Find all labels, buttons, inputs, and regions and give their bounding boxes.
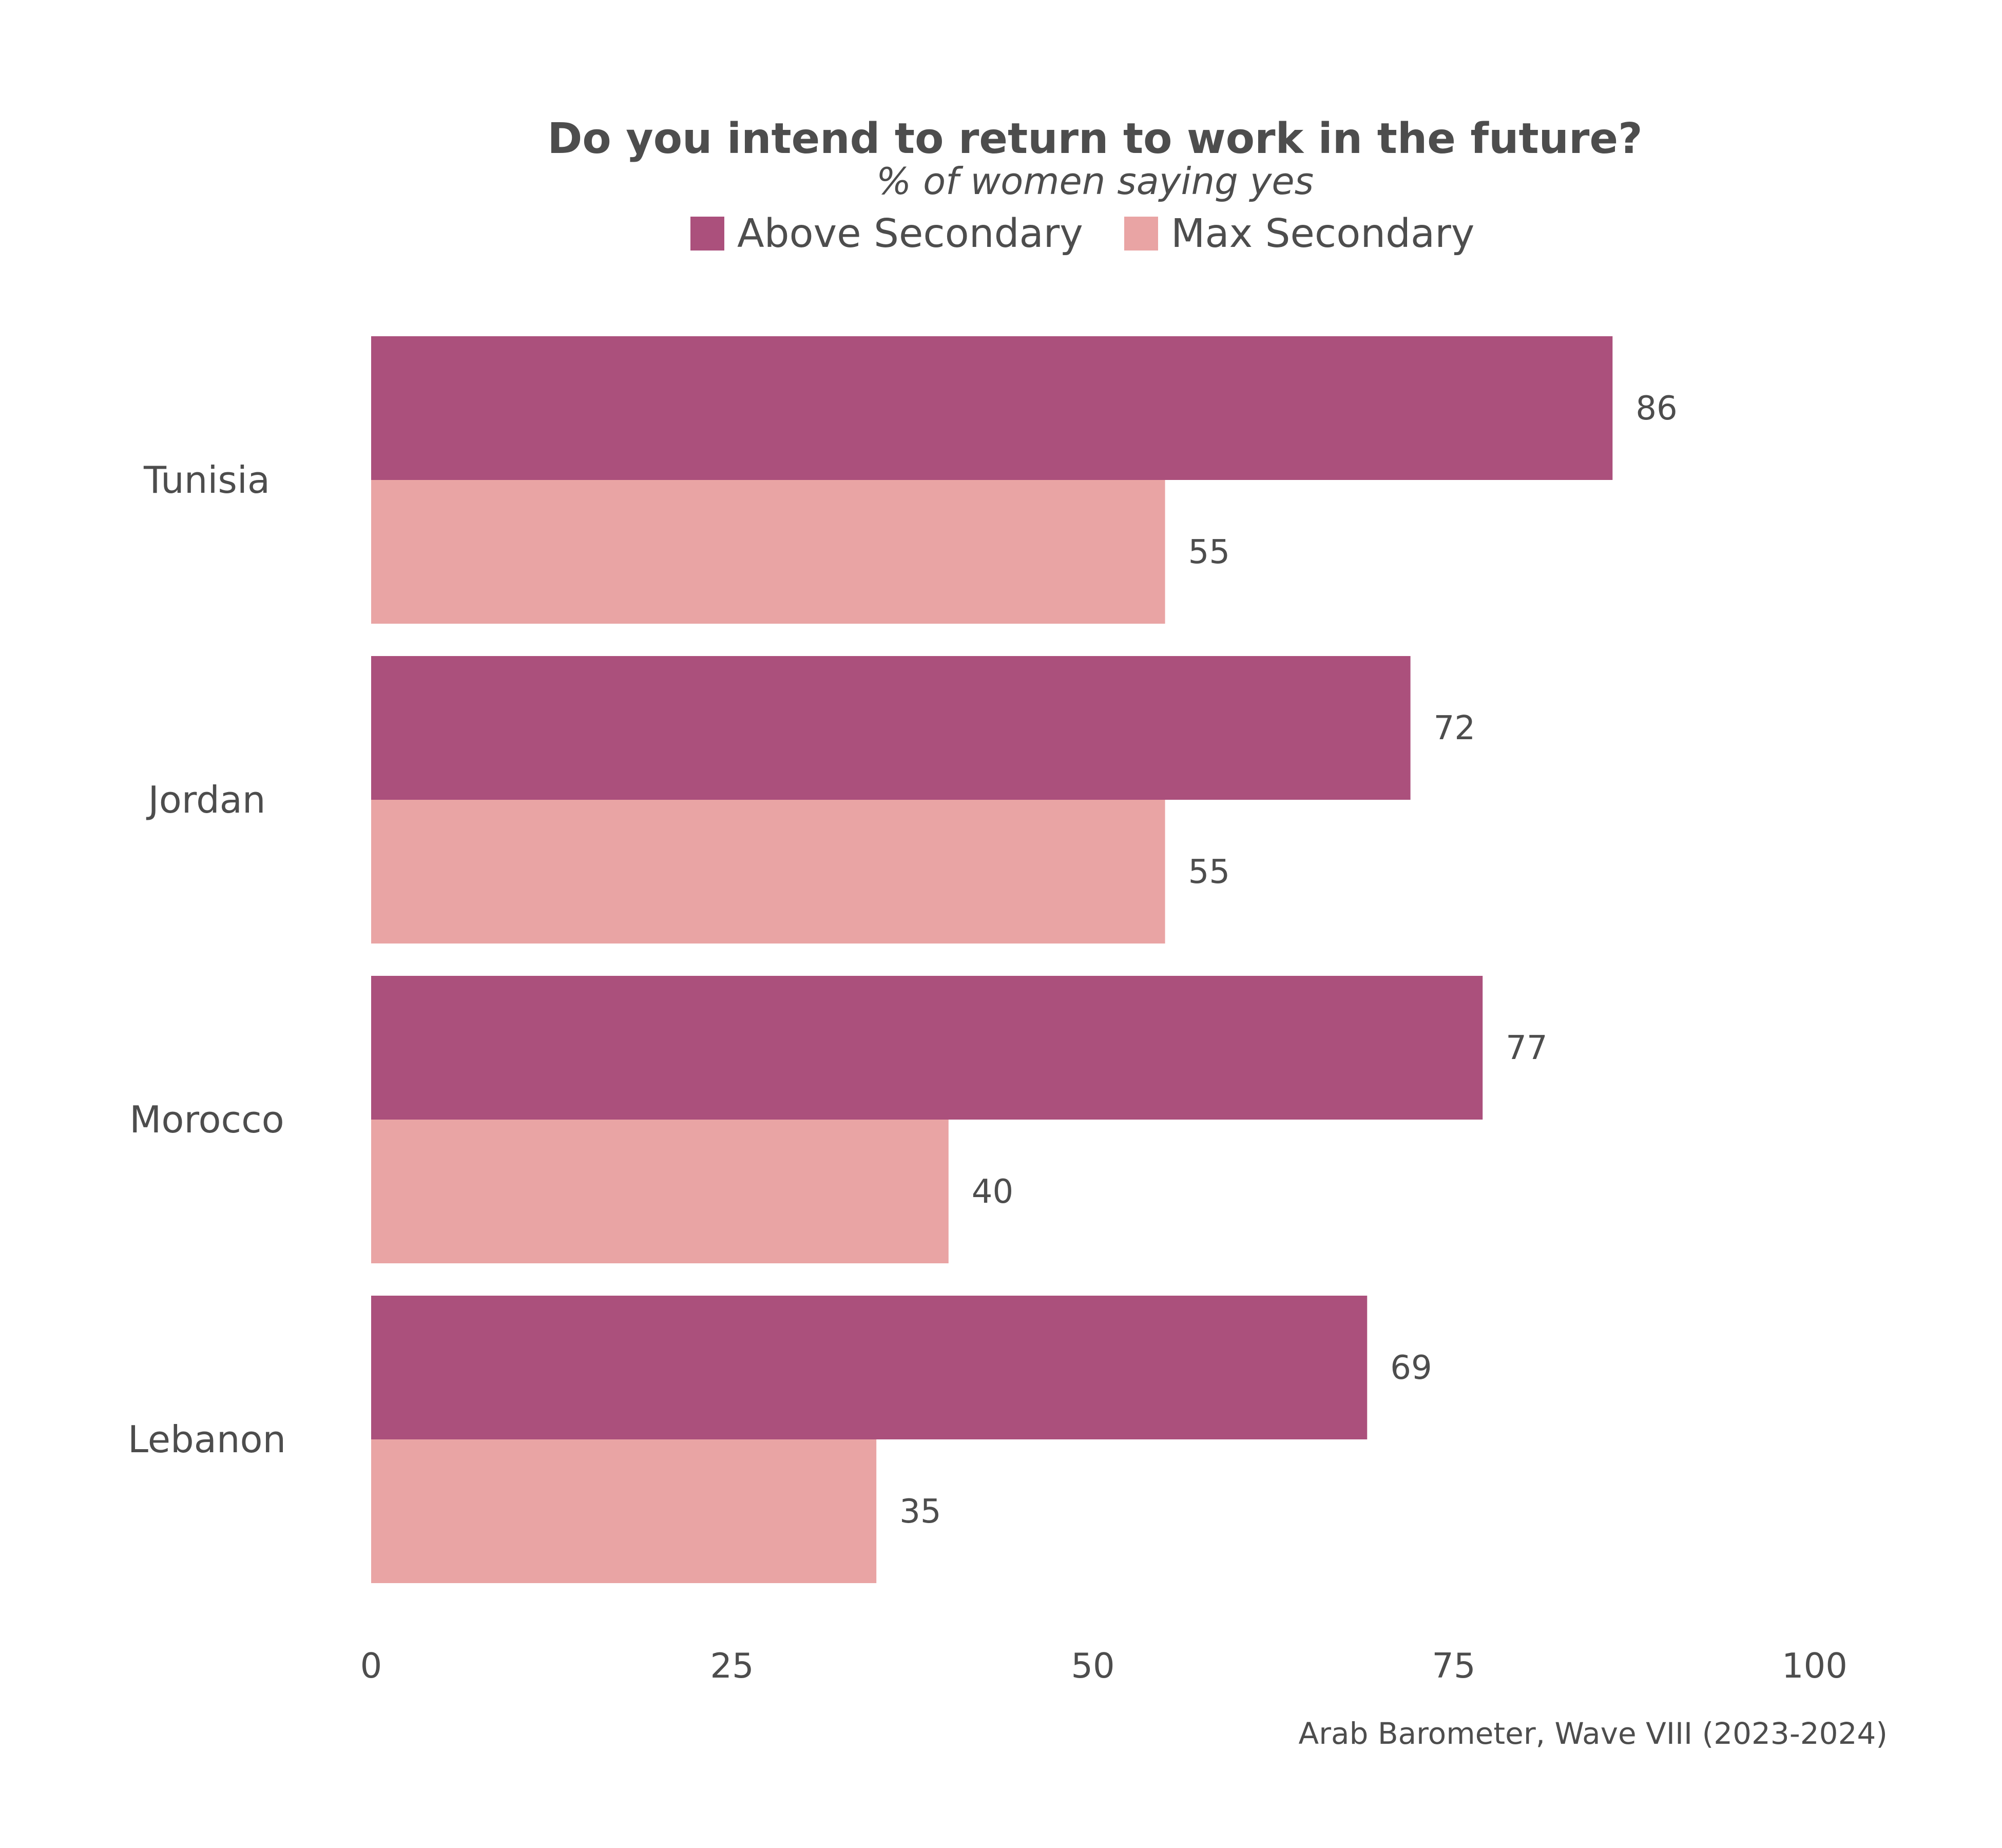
chart-title: Do you intend to return to work in the f… <box>547 114 1642 163</box>
data-label-lebanon-above-secondary: 69 <box>1390 1349 1432 1387</box>
chart-caption: Arab Barometer, Wave VIII (2023-2024) <box>1299 1716 1888 1751</box>
category-label-tunisia: Tunisia <box>143 458 270 502</box>
bar-jordan-above-secondary <box>371 656 1411 800</box>
x-tick-label-0: 0 <box>360 1646 382 1686</box>
bar-morocco-max-secondary <box>371 1120 949 1263</box>
data-label-lebanon-max-secondary: 35 <box>899 1493 941 1531</box>
data-label-jordan-above-secondary: 72 <box>1434 709 1475 747</box>
category-labels: Tunisia Jordan Morocco Lebanon <box>128 458 286 1461</box>
x-tick-label-25: 25 <box>710 1646 754 1686</box>
legend-swatch-above-secondary <box>690 217 724 251</box>
legend: Above Secondary Max Secondary <box>690 211 1474 257</box>
bar-tunisia-above-secondary <box>371 336 1613 480</box>
x-axis: 0 25 50 75 100 <box>360 1646 1847 1686</box>
x-tick-label-75: 75 <box>1432 1646 1475 1686</box>
category-label-morocco: Morocco <box>129 1098 284 1141</box>
chart-subtitle: % of women saying yes <box>876 160 1314 203</box>
bar-lebanon-max-secondary <box>371 1439 877 1583</box>
bar-lebanon-above-secondary <box>371 1296 1368 1439</box>
data-label-jordan-max-secondary: 55 <box>1188 853 1230 891</box>
legend-swatch-max-secondary <box>1124 217 1158 251</box>
bar-morocco-above-secondary <box>371 976 1483 1120</box>
bars <box>371 336 1613 1583</box>
bar-jordan-max-secondary <box>371 800 1165 944</box>
data-labels: 86 55 72 55 77 40 69 35 <box>899 390 1678 1531</box>
x-tick-label-100: 100 <box>1782 1646 1847 1686</box>
x-tick-label-50: 50 <box>1071 1646 1114 1686</box>
chart-header: Do you intend to return to work in the f… <box>547 114 1642 203</box>
data-label-morocco-above-secondary: 77 <box>1506 1029 1547 1067</box>
legend-label-above-secondary: Above Secondary <box>737 211 1083 257</box>
data-label-morocco-max-secondary: 40 <box>972 1173 1013 1211</box>
legend-label-max-secondary: Max Secondary <box>1171 211 1474 257</box>
bar-tunisia-max-secondary <box>371 480 1165 624</box>
category-label-jordan: Jordan <box>146 778 265 821</box>
data-label-tunisia-max-secondary: 55 <box>1188 533 1230 571</box>
category-label-lebanon: Lebanon <box>128 1418 286 1461</box>
data-label-tunisia-above-secondary: 86 <box>1635 390 1677 428</box>
